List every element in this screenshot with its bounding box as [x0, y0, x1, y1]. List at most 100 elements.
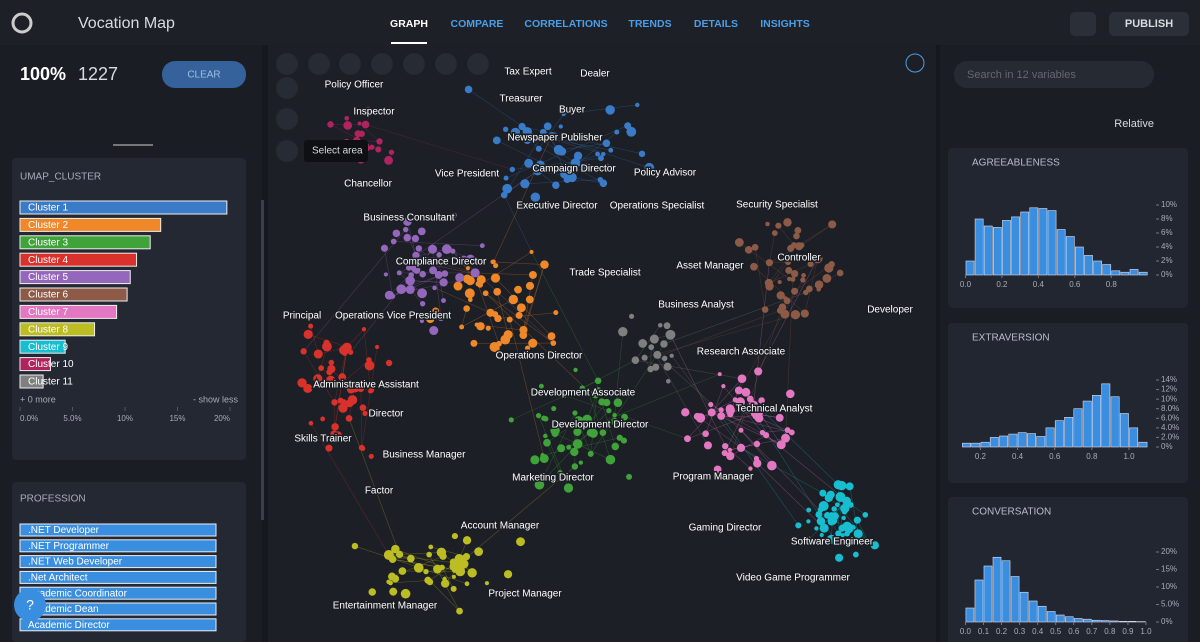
node[interactable]: [465, 254, 475, 264]
node[interactable]: [626, 473, 633, 480]
node[interactable]: [559, 445, 564, 450]
node[interactable]: [603, 163, 611, 170]
node[interactable]: [523, 136, 532, 144]
node[interactable]: [388, 580, 393, 586]
node[interactable]: [806, 507, 812, 513]
node[interactable]: [325, 444, 333, 452]
node[interactable]: [396, 270, 402, 276]
histogram-bar[interactable]: [983, 565, 993, 623]
node[interactable]: [503, 175, 509, 181]
node[interactable]: [503, 570, 513, 579]
profession-label[interactable]: .Net Architect: [28, 573, 88, 584]
node[interactable]: [412, 251, 420, 259]
node[interactable]: [383, 272, 388, 277]
node[interactable]: [538, 383, 544, 389]
node[interactable]: [736, 443, 746, 452]
node[interactable]: [849, 538, 856, 545]
node[interactable]: [761, 306, 769, 313]
node[interactable]: [482, 290, 489, 297]
tool-button[interactable]: [276, 108, 298, 130]
node[interactable]: [754, 367, 763, 376]
node[interactable]: [429, 266, 438, 275]
node[interactable]: [786, 389, 795, 399]
node[interactable]: [777, 279, 782, 285]
node[interactable]: [464, 85, 473, 94]
histogram-bar[interactable]: [971, 442, 981, 448]
node[interactable]: [328, 359, 335, 366]
node[interactable]: [361, 120, 370, 129]
node[interactable]: [791, 242, 798, 249]
node[interactable]: [806, 519, 811, 524]
histogram-bar[interactable]: [1129, 269, 1139, 276]
histogram-bar[interactable]: [1027, 433, 1036, 448]
node[interactable]: [535, 145, 542, 152]
node[interactable]: [830, 512, 839, 521]
search-placeholder[interactable]: Search in 12 variables: [967, 69, 1076, 81]
tab[interactable]: DETAILS: [694, 18, 738, 30]
node[interactable]: [790, 270, 799, 278]
node[interactable]: [510, 134, 517, 140]
node[interactable]: [456, 607, 463, 615]
node[interactable]: [479, 243, 485, 249]
node[interactable]: [326, 369, 333, 376]
node[interactable]: [862, 512, 869, 518]
histogram-bar[interactable]: [1111, 270, 1121, 276]
node[interactable]: [375, 146, 382, 153]
node[interactable]: [508, 417, 514, 423]
node[interactable]: [470, 268, 480, 278]
node[interactable]: [493, 262, 499, 269]
node[interactable]: [660, 340, 668, 348]
histogram-bar[interactable]: [965, 607, 975, 623]
node[interactable]: [417, 227, 426, 236]
profession-row[interactable]: [19, 555, 217, 569]
node[interactable]: [793, 253, 803, 263]
node[interactable]: [722, 442, 729, 450]
node[interactable]: [534, 479, 545, 490]
histogram-bar[interactable]: [1028, 600, 1038, 623]
node[interactable]: [525, 295, 534, 304]
node[interactable]: [621, 413, 628, 421]
tab[interactable]: TRENDS: [628, 18, 671, 30]
node[interactable]: [458, 258, 467, 267]
node[interactable]: [605, 454, 616, 465]
node[interactable]: [451, 212, 457, 218]
node[interactable]: [426, 314, 435, 324]
node[interactable]: [434, 271, 443, 279]
node[interactable]: [388, 555, 397, 563]
node[interactable]: [791, 287, 799, 295]
node[interactable]: [572, 439, 583, 449]
logo[interactable]: [11, 12, 33, 34]
tab[interactable]: INSIGHTS: [760, 18, 810, 30]
node[interactable]: [451, 574, 456, 579]
histogram-bar[interactable]: [1084, 255, 1093, 276]
node[interactable]: [814, 526, 819, 531]
node[interactable]: [541, 415, 547, 421]
histogram-bar[interactable]: [1073, 408, 1083, 448]
node[interactable]: [707, 408, 716, 417]
bar[interactable]: [19, 287, 128, 302]
node[interactable]: [364, 360, 375, 371]
histogram-bar[interactable]: [974, 218, 984, 276]
node[interactable]: [506, 316, 513, 323]
histogram-bar[interactable]: [1093, 260, 1102, 276]
node[interactable]: [841, 515, 846, 521]
node[interactable]: [403, 217, 412, 226]
node[interactable]: [464, 581, 470, 587]
node[interactable]: [819, 532, 824, 538]
node[interactable]: [424, 576, 432, 584]
bar[interactable]: [19, 374, 44, 389]
node[interactable]: [753, 440, 761, 448]
node[interactable]: [351, 542, 359, 550]
node[interactable]: [452, 567, 458, 573]
node[interactable]: [384, 155, 394, 165]
node[interactable]: [727, 410, 734, 418]
node[interactable]: [389, 587, 398, 596]
node[interactable]: [374, 344, 380, 350]
node[interactable]: [440, 579, 450, 588]
node[interactable]: [297, 378, 307, 388]
node[interactable]: [727, 447, 733, 453]
node[interactable]: [455, 273, 465, 283]
node[interactable]: [465, 266, 470, 271]
node[interactable]: [737, 374, 747, 384]
profession-label[interactable]: .NET Programmer: [28, 541, 110, 552]
